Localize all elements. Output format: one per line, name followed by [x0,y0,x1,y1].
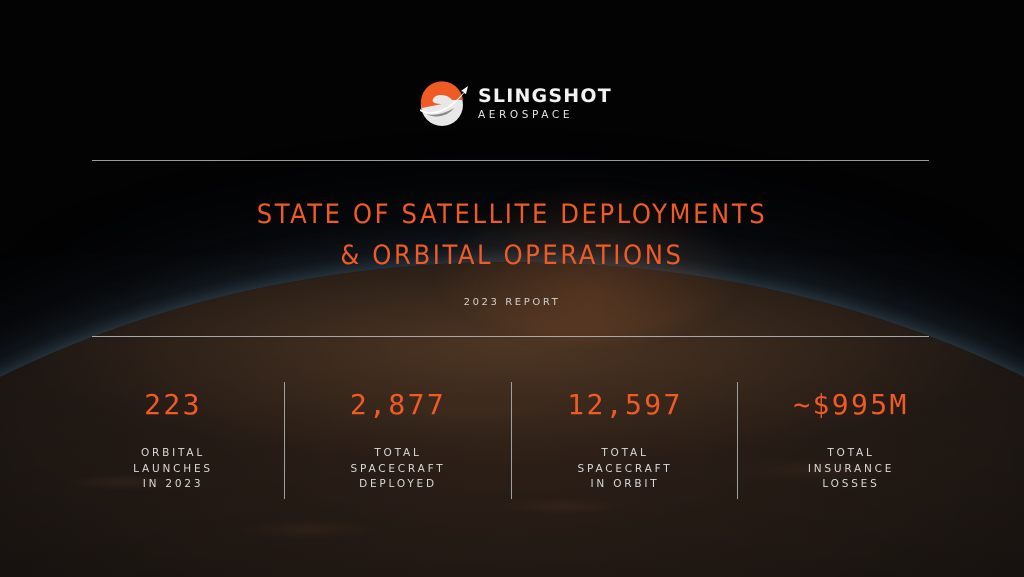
stat-label-line: TOTAL [827,447,875,459]
stat-value: 12,597 [567,388,683,421]
stat-orbital-launches: 223 ORBITAL LAUNCHES IN 2023 [60,382,286,499]
sunrise-glow [430,180,750,340]
stat-divider [511,382,512,499]
stat-label-line: LAUNCHES [133,462,213,475]
stat-label-line: TOTAL [374,447,422,459]
stat-spacecraft-in-orbit: 12,597 TOTAL SPACECRAFT IN ORBIT [512,382,738,499]
brand-name: SLINGSHOT [478,85,612,107]
stat-label-line: ORBITAL [140,447,206,459]
top-divider [92,160,929,161]
stat-label-line: SPACECRAFT [350,462,446,475]
stat-value: ~$995M [793,388,909,421]
stat-value: 2,877 [349,388,447,421]
report-title-line-1: STATE OF SATELLITE DEPLOYMENTS [256,199,768,230]
stat-label: TOTAL SPACECRAFT DEPLOYED [285,446,511,493]
brand-subname: AEROSPACE [478,109,574,121]
brand-logo: SLINGSHOT AEROSPACE [418,78,612,130]
report-year-subtitle: 2023 REPORT [463,297,561,308]
cloud-texture [0,340,1024,577]
stat-label-line: SPACECRAFT [577,462,673,475]
stats-row: 223 ORBITAL LAUNCHES IN 2023 2,877 TOTAL… [60,382,964,499]
stat-insurance-losses: ~$995M TOTAL INSURANCE LOSSES [738,382,964,499]
stat-spacecraft-deployed: 2,877 TOTAL SPACECRAFT DEPLOYED [285,382,511,499]
stat-label-line: TOTAL [601,447,649,459]
stat-divider [737,382,738,499]
earth-horizon-background [0,262,1024,577]
stat-label-line: INSURANCE [807,462,895,475]
stat-label: TOTAL INSURANCE LOSSES [738,446,964,493]
bottom-divider [92,336,929,337]
report-title-line-2: & ORBITAL OPERATIONS [340,240,684,271]
stat-divider [284,382,285,499]
stat-label: TOTAL SPACECRAFT IN ORBIT [512,446,738,493]
stat-label-line: IN ORBIT [590,478,660,490]
stat-value: 223 [144,388,202,421]
slingshot-orbit-logo-icon [420,81,468,126]
stat-label-line: IN 2023 [142,478,204,490]
stat-label-line: LOSSES [822,478,880,490]
stat-label: ORBITAL LAUNCHES IN 2023 [60,446,286,493]
stat-label-line: DEPLOYED [359,478,437,490]
